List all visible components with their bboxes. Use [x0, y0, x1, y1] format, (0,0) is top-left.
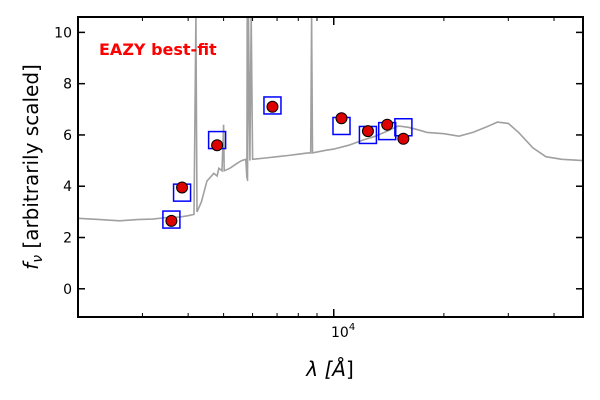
observed-photometry-point [165, 214, 178, 227]
tick-marks [78, 17, 583, 317]
observed-photometry-point [361, 125, 374, 138]
x-tick-label: 104 [331, 322, 355, 341]
observed-photometry-point [176, 181, 189, 194]
model-photometry-box [162, 210, 181, 229]
y-axis-label: fν [arbitrarily scaled] [19, 64, 46, 270]
observed-photometry-point [211, 139, 224, 152]
y-tick-labels: 0 2 4 6 8 10 [54, 25, 72, 297]
observed-photometry-point [381, 118, 394, 131]
template-sed-line [77, 16, 584, 222]
plot-frame [77, 16, 584, 318]
model-photometry-layer [162, 96, 413, 229]
y-tick-label: 10 [54, 25, 72, 41]
observed-photometry-layer [165, 100, 410, 227]
y-tick-label: 0 [63, 282, 72, 298]
observed-photometry-point [266, 100, 279, 113]
y-tick-label: 6 [63, 128, 72, 144]
y-tick-label: 2 [63, 231, 72, 247]
annotation-label: EAZY best-fit [99, 40, 217, 59]
y-tick-label: 4 [63, 179, 72, 195]
y-tick-label: 8 [63, 77, 72, 93]
observed-photometry-point [335, 112, 348, 125]
x-axis-label: λ [Å] [305, 357, 354, 381]
template-sed-layer [77, 16, 584, 222]
model-photometry-box [263, 96, 282, 115]
observed-photometry-point [397, 132, 410, 145]
